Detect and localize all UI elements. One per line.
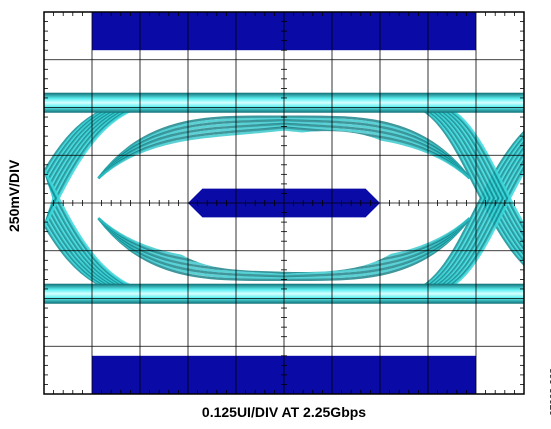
y-axis-label: 250mV/DIV — [6, 159, 22, 232]
right-edge-gap — [515, 172, 524, 225]
left-edge-gap — [44, 172, 53, 225]
grid — [44, 12, 524, 394]
x-axis-label: 0.125UI/DIV AT 2.25Gbps — [201, 404, 367, 420]
shoulder-ul-7 — [97, 128, 285, 180]
plot-frame — [43, 11, 525, 395]
